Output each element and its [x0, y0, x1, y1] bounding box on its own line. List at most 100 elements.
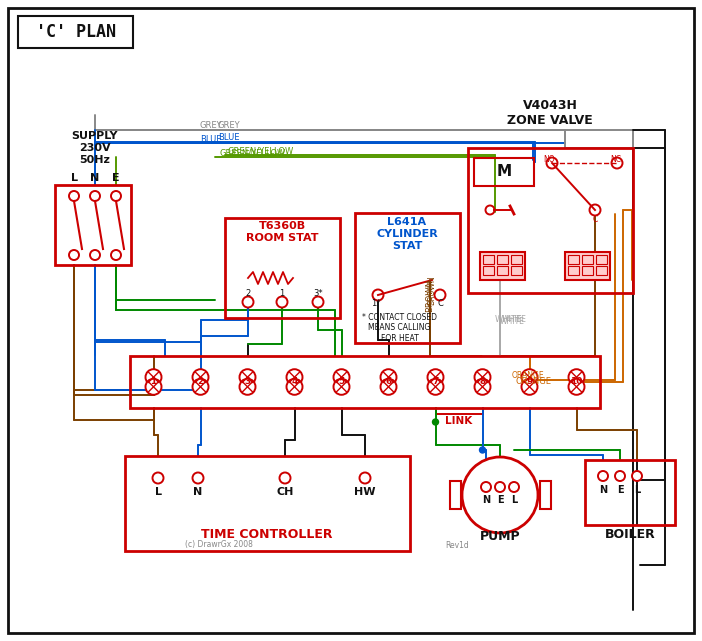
Text: GREY: GREY [200, 122, 223, 131]
Bar [596, 266, 607, 275]
Text: 2: 2 [197, 378, 204, 387]
Circle shape [111, 191, 121, 201]
Text: ORANGE: ORANGE [515, 378, 551, 387]
Text: BLUE: BLUE [218, 133, 239, 142]
Bar [480, 252, 525, 280]
Bar [483, 266, 494, 275]
Circle shape [546, 158, 557, 169]
Bar [565, 252, 610, 280]
Circle shape [428, 369, 444, 385]
Text: 1*: 1* [371, 299, 380, 308]
Circle shape [611, 158, 623, 169]
Bar [483, 255, 494, 264]
Circle shape [522, 369, 538, 385]
Bar [497, 255, 508, 264]
Circle shape [152, 472, 164, 483]
Circle shape [428, 379, 444, 395]
Circle shape [242, 297, 253, 308]
Text: L641A
CYLINDER
STAT: L641A CYLINDER STAT [376, 217, 438, 251]
Text: 6: 6 [385, 378, 392, 387]
Text: PUMP: PUMP [479, 529, 520, 542]
Circle shape [286, 369, 303, 385]
Text: 1: 1 [150, 378, 157, 387]
Circle shape [509, 482, 519, 492]
Circle shape [486, 206, 494, 215]
Text: BROWN: BROWN [428, 275, 437, 305]
Circle shape [373, 290, 383, 301]
Circle shape [333, 379, 350, 395]
Text: E: E [112, 173, 120, 183]
Circle shape [569, 379, 585, 395]
Text: BLUE: BLUE [200, 135, 222, 144]
Text: HW: HW [355, 487, 376, 497]
Circle shape [333, 369, 350, 385]
Text: 8: 8 [479, 378, 486, 387]
Circle shape [192, 369, 208, 385]
Circle shape [432, 419, 439, 425]
Text: 4: 4 [291, 378, 298, 387]
Bar [130, 356, 600, 408]
Bar [511, 255, 522, 264]
Text: TIME CONTROLLER: TIME CONTROLLER [201, 528, 333, 542]
Circle shape [192, 472, 204, 483]
Circle shape [239, 369, 256, 385]
Bar [568, 255, 579, 264]
Text: N: N [91, 173, 100, 183]
Text: 2: 2 [246, 290, 251, 299]
Circle shape [90, 250, 100, 260]
Text: E: E [616, 485, 623, 495]
Circle shape [145, 379, 161, 395]
Circle shape [312, 297, 324, 308]
Text: N: N [482, 495, 490, 505]
Text: L: L [511, 495, 517, 505]
Bar [540, 481, 551, 509]
Circle shape [462, 457, 538, 533]
Bar [474, 158, 534, 186]
Text: 3*: 3* [313, 290, 323, 299]
Text: GREY: GREY [218, 122, 241, 131]
Bar [355, 213, 460, 343]
Text: WHITE: WHITE [500, 317, 525, 326]
Text: (c) DrawrGx 2008: (c) DrawrGx 2008 [185, 540, 253, 549]
Text: L: L [70, 173, 77, 183]
Circle shape [111, 250, 121, 260]
Circle shape [569, 369, 585, 385]
Text: 5: 5 [338, 378, 345, 387]
Text: N: N [599, 485, 607, 495]
Bar [511, 266, 522, 275]
Circle shape [192, 379, 208, 395]
Bar [582, 266, 593, 275]
Bar [497, 266, 508, 275]
Circle shape [286, 379, 303, 395]
Bar [450, 481, 461, 509]
Bar [582, 255, 593, 264]
Circle shape [615, 471, 625, 481]
Circle shape [279, 472, 291, 483]
Bar [596, 255, 607, 264]
Text: N: N [193, 487, 203, 497]
Circle shape [435, 290, 446, 301]
Bar [585, 460, 675, 525]
Circle shape [239, 379, 256, 395]
Circle shape [479, 447, 486, 453]
Text: M: M [496, 165, 512, 179]
Circle shape [69, 191, 79, 201]
Circle shape [69, 250, 79, 260]
Text: CH: CH [277, 487, 293, 497]
Circle shape [475, 369, 491, 385]
Text: GREEN/YELLOW: GREEN/YELLOW [228, 147, 294, 156]
Circle shape [495, 482, 505, 492]
Circle shape [380, 379, 397, 395]
Circle shape [522, 379, 538, 395]
Text: Rev1d: Rev1d [445, 540, 469, 549]
Text: E: E [497, 495, 503, 505]
Text: NO: NO [543, 154, 555, 163]
Circle shape [145, 369, 161, 385]
Bar [568, 266, 579, 275]
Text: 10: 10 [570, 378, 583, 387]
Text: * CONTACT CLOSED
MEANS CALLING
FOR HEAT: * CONTACT CLOSED MEANS CALLING FOR HEAT [362, 313, 437, 343]
Text: SUPPLY
230V
50Hz: SUPPLY 230V 50Hz [72, 131, 118, 165]
Text: BROWN: BROWN [425, 278, 435, 312]
Text: L: L [154, 487, 161, 497]
Circle shape [277, 297, 288, 308]
